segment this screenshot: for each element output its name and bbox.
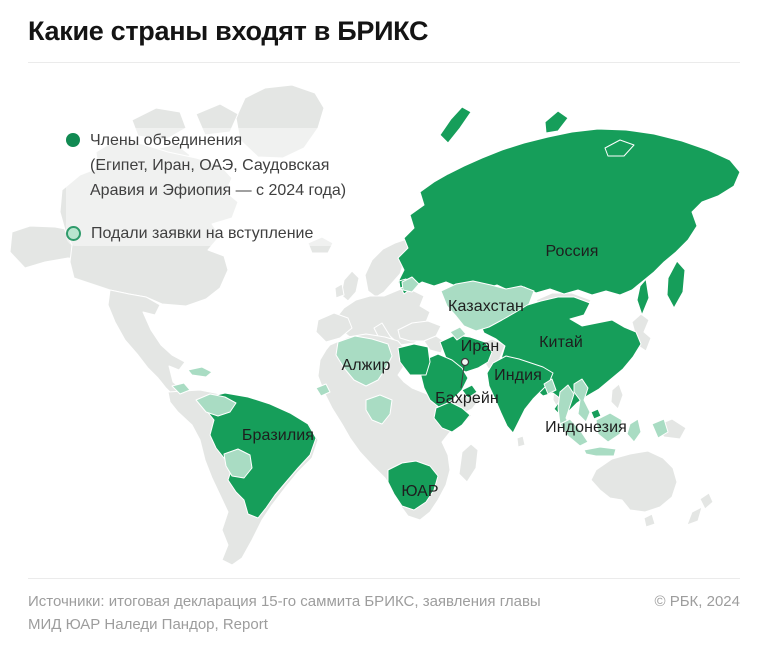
bahrain-leader-line — [460, 365, 465, 389]
country-indonesia-papua — [651, 418, 669, 439]
country-indonesia-java — [583, 446, 617, 457]
bottom-divider — [28, 578, 740, 579]
land-new-zealand — [686, 492, 714, 526]
legend-applicants-text: Подали заявки на вступление — [91, 221, 313, 246]
member-countries — [204, 106, 741, 519]
land-arctic-islands-2 — [195, 103, 239, 136]
bahrain-marker — [460, 357, 470, 389]
country-russia-kamchatka — [666, 260, 686, 309]
legend-item-members: Члены объединения (Египет, Иран, ОАЭ, Са… — [66, 128, 396, 203]
country-bolivia — [223, 448, 253, 479]
country-bangladesh — [543, 378, 557, 395]
country-azerbaijan — [449, 326, 467, 341]
land-mexico-central-america — [107, 289, 197, 403]
land-uk — [340, 270, 360, 302]
legend-members-text: Члены объединения (Египет, Иран, ОАЭ, Са… — [90, 128, 382, 203]
legend-item-applicants: Подали заявки на вступление — [66, 221, 396, 246]
country-indonesia-sulawesi — [626, 418, 642, 443]
country-india — [486, 355, 554, 434]
country-russia-severnaya-zemlya — [544, 110, 569, 134]
legend-members-detail: (Египет, Иран, ОАЭ, Саудовская Аравия и … — [90, 157, 347, 199]
country-ethiopia — [433, 401, 471, 433]
country-algeria — [335, 335, 393, 387]
legend: Члены объединения (Египет, Иран, ОАЭ, Са… — [66, 128, 396, 246]
land-north-america — [59, 139, 239, 307]
land-greenland — [235, 84, 325, 159]
land-philippines — [610, 383, 624, 410]
land-madagascar — [458, 443, 479, 483]
country-cuba — [187, 366, 213, 378]
applicant-dot-icon — [66, 226, 81, 241]
land-australia — [590, 450, 678, 513]
country-senegal — [315, 383, 331, 397]
footer-copyright: © РБК, 2024 — [654, 593, 740, 610]
page-title: Какие страны входят в БРИКС — [28, 16, 429, 46]
country-saudi-arabia — [419, 353, 469, 409]
country-honduras — [171, 382, 191, 395]
land-iceland — [307, 236, 334, 254]
country-nigeria — [365, 394, 393, 425]
country-egypt — [397, 343, 431, 376]
country-indonesia-kalimantan — [595, 412, 623, 443]
bahrain-dot-icon — [460, 357, 470, 367]
country-brazil — [204, 392, 317, 519]
country-russia-novaya-zemlya — [439, 106, 472, 144]
country-indonesia-sumatra — [559, 418, 589, 447]
legend-members-label: Члены объединения — [90, 132, 243, 149]
land-sri-lanka — [516, 435, 526, 448]
country-vietnam — [573, 378, 591, 423]
land-tasmania — [643, 513, 656, 528]
country-south-africa — [387, 460, 439, 511]
footer: Источники: итоговая декларация 15-го сам… — [28, 590, 740, 636]
country-russia-arctic-isles — [604, 139, 635, 157]
country-kazakhstan — [440, 280, 535, 332]
country-venezuela — [195, 393, 237, 417]
member-dot-icon — [66, 133, 80, 147]
land-arctic-islands — [131, 107, 187, 141]
land-iberia — [315, 312, 353, 343]
footer-source: Источники: итоговая декларация 15-го сам… — [28, 593, 541, 633]
top-divider — [28, 62, 740, 63]
country-china-hainan — [590, 408, 602, 420]
country-russia — [397, 128, 741, 296]
applicant-countries — [171, 276, 669, 479]
country-belarus — [401, 276, 420, 293]
legend-applicants-label: Подали заявки на вступление — [91, 225, 314, 242]
country-russia-sakhalin — [636, 278, 650, 316]
country-uae — [461, 384, 478, 399]
land-ireland — [334, 283, 345, 299]
